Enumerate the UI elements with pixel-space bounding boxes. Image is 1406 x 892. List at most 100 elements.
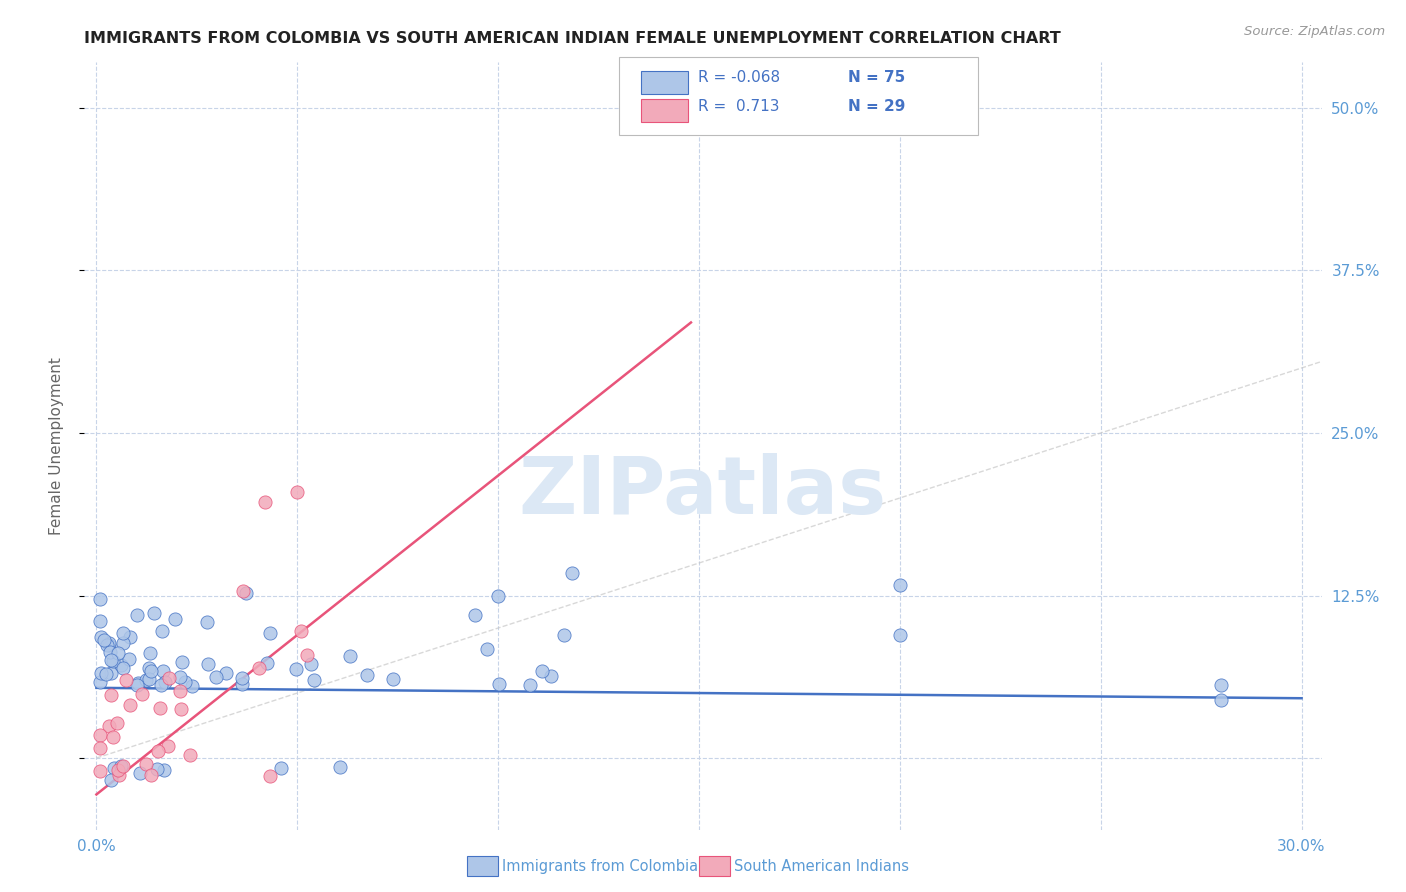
Text: R = -0.068: R = -0.068 xyxy=(697,70,780,86)
Point xyxy=(180,679,202,693)
Point xyxy=(127,607,149,622)
Point xyxy=(464,607,486,622)
Point xyxy=(90,665,112,680)
Point xyxy=(285,484,308,499)
Point xyxy=(94,667,117,681)
Point xyxy=(131,687,153,701)
Point xyxy=(139,646,162,660)
Point xyxy=(329,760,352,774)
Point xyxy=(103,730,125,744)
Point xyxy=(149,701,172,715)
Point xyxy=(553,628,575,642)
Point xyxy=(89,614,111,628)
Point xyxy=(195,615,218,629)
Point xyxy=(259,769,281,783)
Point xyxy=(235,586,257,600)
Text: IMMIGRANTS FROM COLOMBIA VS SOUTH AMERICAN INDIAN FEMALE UNEMPLOYMENT CORRELATIO: IMMIGRANTS FROM COLOMBIA VS SOUTH AMERIC… xyxy=(84,31,1062,46)
Point xyxy=(231,671,253,685)
Point xyxy=(118,698,141,713)
Point xyxy=(339,648,361,663)
Point xyxy=(101,654,124,668)
Point xyxy=(889,578,911,592)
Point xyxy=(169,702,191,716)
Point xyxy=(214,666,236,681)
Point xyxy=(141,767,163,781)
Point xyxy=(89,674,111,689)
Point xyxy=(107,646,129,660)
Y-axis label: Female Unemployment: Female Unemployment xyxy=(49,357,63,535)
Point xyxy=(89,764,111,779)
Point xyxy=(170,655,193,669)
Point xyxy=(89,728,111,742)
FancyBboxPatch shape xyxy=(641,99,688,122)
Text: N = 75: N = 75 xyxy=(848,70,905,86)
Point xyxy=(142,606,165,620)
Point xyxy=(381,672,404,686)
Point xyxy=(114,673,136,688)
Point xyxy=(107,763,129,777)
Point xyxy=(519,678,541,692)
Point xyxy=(153,674,176,689)
Point xyxy=(1211,692,1233,706)
Point xyxy=(232,584,254,599)
Point xyxy=(97,636,120,650)
Point xyxy=(254,495,277,509)
Point xyxy=(475,642,498,657)
Point xyxy=(295,648,318,662)
Point xyxy=(561,566,583,581)
Point xyxy=(157,672,180,686)
Point xyxy=(231,677,253,691)
Text: ZIPatlas: ZIPatlas xyxy=(519,453,887,531)
Point xyxy=(259,626,281,640)
Point xyxy=(290,624,312,638)
Point xyxy=(98,645,121,659)
Point xyxy=(174,675,197,690)
Point xyxy=(138,672,160,686)
Point xyxy=(169,670,191,684)
Point xyxy=(163,612,186,626)
Point xyxy=(135,757,157,772)
Point xyxy=(150,678,173,692)
Point xyxy=(486,589,509,603)
Point xyxy=(531,664,554,678)
Point xyxy=(540,669,562,683)
Point xyxy=(247,661,270,675)
FancyBboxPatch shape xyxy=(641,70,688,94)
Point xyxy=(302,673,325,687)
Point xyxy=(139,664,162,678)
Point xyxy=(110,657,132,672)
Point xyxy=(146,744,169,758)
Text: South American Indians: South American Indians xyxy=(734,859,908,873)
Point xyxy=(152,665,174,679)
Point xyxy=(301,657,323,671)
Point xyxy=(127,678,149,692)
Point xyxy=(205,670,228,684)
Point xyxy=(889,627,911,641)
Point xyxy=(179,748,201,763)
Point xyxy=(100,665,122,680)
Point xyxy=(169,684,191,698)
Text: Immigrants from Colombia: Immigrants from Colombia xyxy=(502,859,697,873)
Point xyxy=(89,740,111,755)
Point xyxy=(89,591,111,606)
Point xyxy=(356,667,378,681)
Text: N = 29: N = 29 xyxy=(848,99,905,114)
Point xyxy=(90,630,112,644)
Point xyxy=(93,632,115,647)
Point xyxy=(111,759,134,773)
Point xyxy=(98,719,121,733)
Point xyxy=(1211,678,1233,692)
Point xyxy=(100,653,122,667)
Point xyxy=(270,761,292,775)
FancyBboxPatch shape xyxy=(619,57,977,136)
Point xyxy=(108,768,131,782)
Text: R =  0.713: R = 0.713 xyxy=(697,99,779,114)
Point xyxy=(488,677,510,691)
Point xyxy=(96,638,118,652)
Point xyxy=(285,662,308,676)
Point xyxy=(129,766,152,780)
Point xyxy=(100,772,122,787)
Point xyxy=(256,657,278,671)
Point xyxy=(157,739,180,754)
Point xyxy=(97,639,120,653)
